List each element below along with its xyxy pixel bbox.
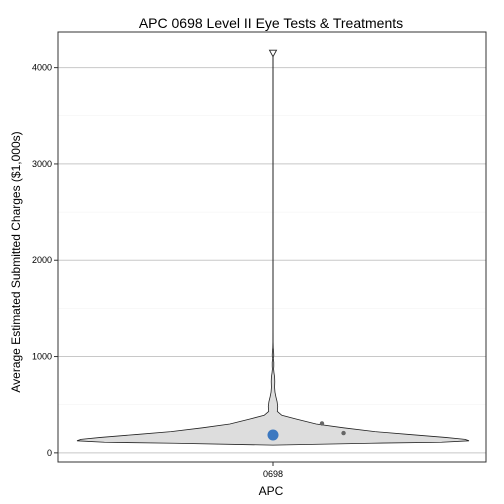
chart-title: APC 0698 Level II Eye Tests & Treatments [139, 15, 403, 31]
plot-area: 0 1000 2000 3000 4000 0698 [32, 31, 487, 479]
y-tick-label: 3000 [32, 159, 52, 169]
y-tick-label: 0 [47, 448, 52, 458]
x-tick-label: 0698 [263, 469, 283, 479]
mean-point [267, 429, 279, 441]
y-tick-label: 4000 [32, 63, 52, 73]
y-axis-title: Average Estimated Submitted Charges ($1,… [9, 131, 23, 392]
x-axis-title: APC [259, 484, 284, 498]
plot-frame [57, 31, 487, 463]
y-tick-label: 2000 [32, 255, 52, 265]
jitter-point [341, 430, 346, 436]
y-tick-label: 1000 [32, 352, 52, 362]
max-marker [268, 49, 278, 58]
jitter-point [319, 421, 325, 426]
